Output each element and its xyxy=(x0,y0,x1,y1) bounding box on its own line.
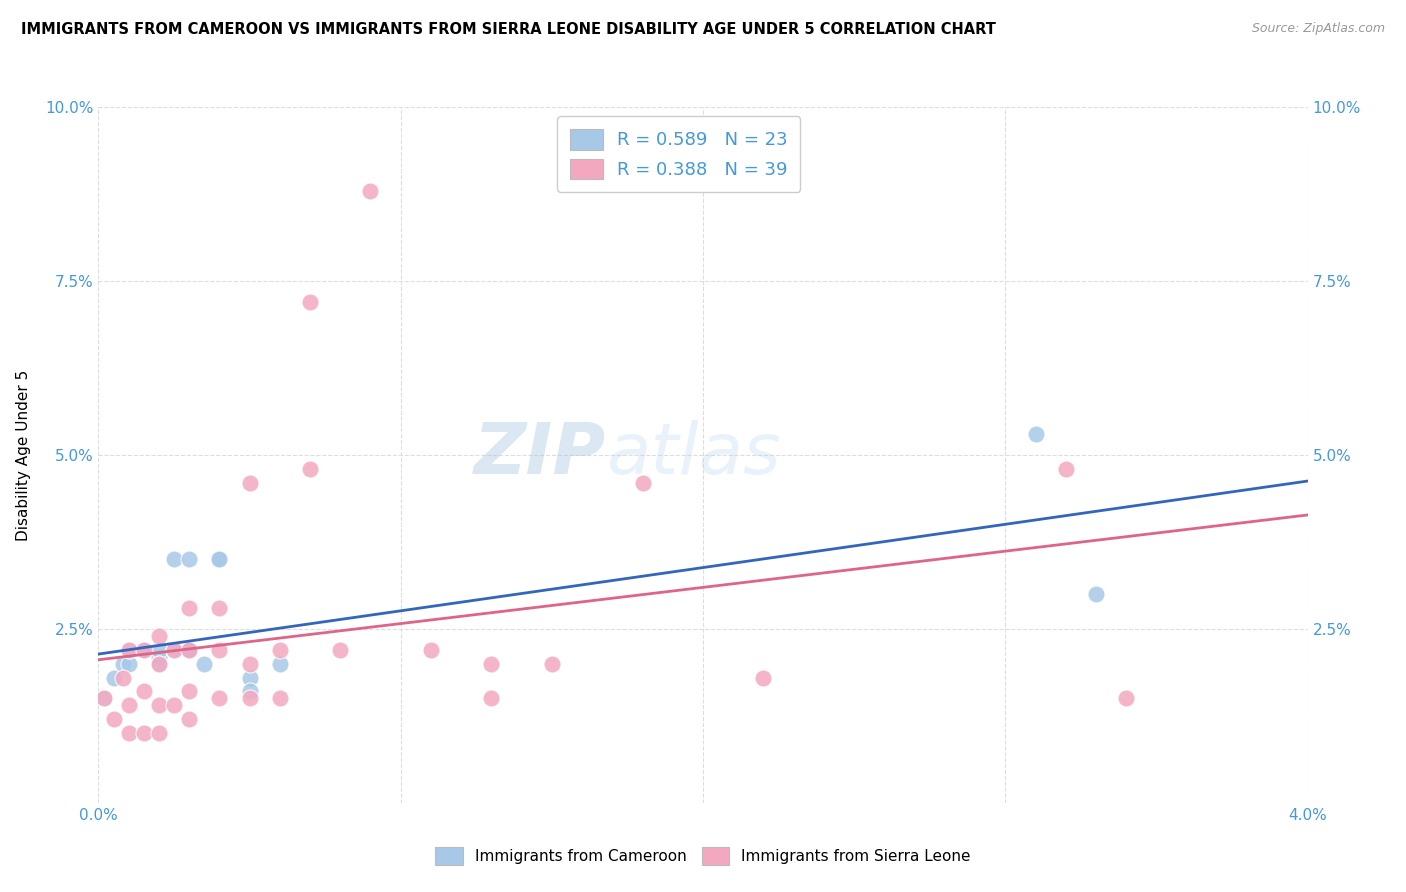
Point xyxy=(179,642,201,657)
Point xyxy=(163,642,186,657)
Y-axis label: Disability Age Under 5: Disability Age Under 5 xyxy=(17,369,31,541)
Point xyxy=(111,671,134,685)
Text: Source: ZipAtlas.com: Source: ZipAtlas.com xyxy=(1251,22,1385,36)
Text: atlas: atlas xyxy=(606,420,780,490)
Point xyxy=(239,684,262,698)
Point xyxy=(208,642,231,657)
Point xyxy=(93,691,115,706)
Point xyxy=(239,657,262,671)
Point xyxy=(420,642,443,657)
Point xyxy=(481,657,503,671)
Point xyxy=(132,642,155,657)
Point xyxy=(179,684,201,698)
Point xyxy=(269,642,291,657)
Point xyxy=(179,642,201,657)
Point xyxy=(481,691,503,706)
Point xyxy=(179,552,201,566)
Point xyxy=(208,691,231,706)
Point xyxy=(148,698,170,713)
Legend: R = 0.589   N = 23, R = 0.388   N = 39: R = 0.589 N = 23, R = 0.388 N = 39 xyxy=(557,116,800,192)
Point xyxy=(540,657,562,671)
Point xyxy=(208,552,231,566)
Point xyxy=(269,657,291,671)
Point xyxy=(103,712,125,726)
Point xyxy=(148,657,170,671)
Point xyxy=(193,657,215,671)
Point xyxy=(239,671,262,685)
Point xyxy=(118,642,141,657)
Text: IMMIGRANTS FROM CAMEROON VS IMMIGRANTS FROM SIERRA LEONE DISABILITY AGE UNDER 5 : IMMIGRANTS FROM CAMEROON VS IMMIGRANTS F… xyxy=(21,22,995,37)
Point xyxy=(179,712,201,726)
Point xyxy=(631,475,654,490)
Point xyxy=(752,671,775,685)
Point xyxy=(148,726,170,740)
Point xyxy=(132,642,155,657)
Point xyxy=(163,642,186,657)
Point xyxy=(93,691,115,706)
Point xyxy=(148,657,170,671)
Point xyxy=(118,726,141,740)
Point xyxy=(239,475,262,490)
Point xyxy=(179,642,201,657)
Point xyxy=(148,649,170,664)
Point xyxy=(239,691,262,706)
Point xyxy=(1085,587,1108,601)
Point xyxy=(1115,691,1137,706)
Point xyxy=(163,552,186,566)
Point xyxy=(118,698,141,713)
Point xyxy=(329,642,352,657)
Point xyxy=(163,698,186,713)
Legend: Immigrants from Cameroon, Immigrants from Sierra Leone: Immigrants from Cameroon, Immigrants fro… xyxy=(429,841,977,871)
Point xyxy=(208,552,231,566)
Text: ZIP: ZIP xyxy=(474,420,606,490)
Point xyxy=(132,684,155,698)
Point xyxy=(103,671,125,685)
Point xyxy=(148,629,170,643)
Point xyxy=(269,691,291,706)
Point xyxy=(132,642,155,657)
Point xyxy=(1054,462,1077,476)
Point xyxy=(148,642,170,657)
Point xyxy=(299,294,322,309)
Point xyxy=(118,657,141,671)
Point xyxy=(208,601,231,615)
Point xyxy=(132,726,155,740)
Point xyxy=(118,642,141,657)
Point xyxy=(179,601,201,615)
Point xyxy=(360,184,382,198)
Point xyxy=(111,657,134,671)
Point xyxy=(299,462,322,476)
Point xyxy=(1025,427,1047,442)
